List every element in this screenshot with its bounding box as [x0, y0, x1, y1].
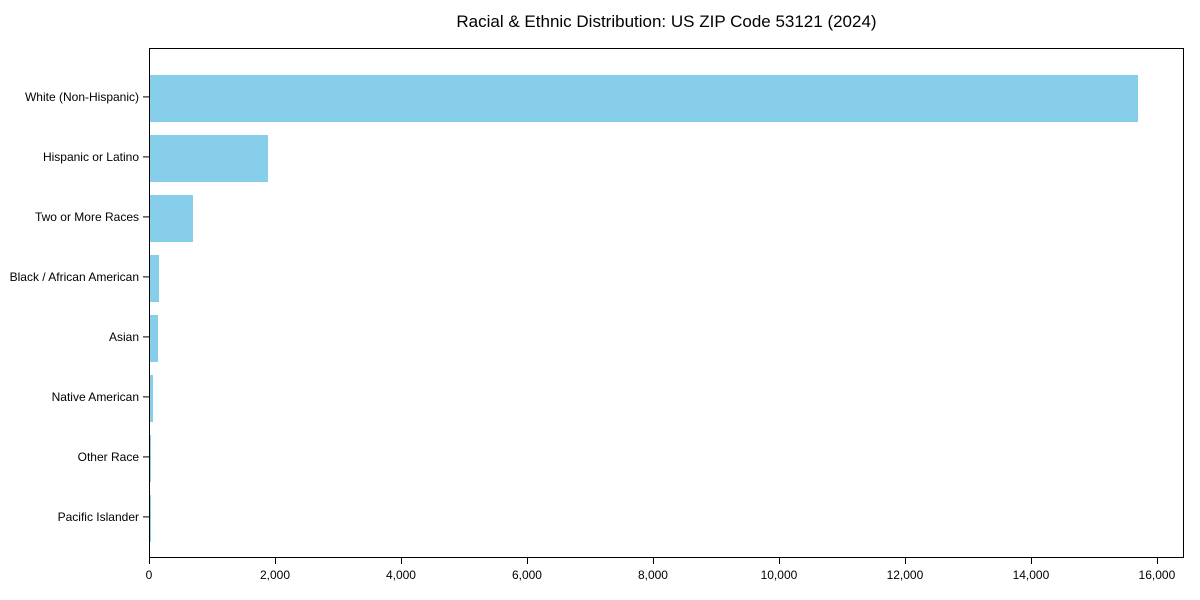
x-tick-label: 4,000 [385, 568, 416, 582]
x-tick-mark [1156, 558, 1159, 564]
bar-black-african-american [150, 254, 160, 302]
y-tick-mark [143, 96, 149, 98]
x-tick-mark [1030, 558, 1033, 564]
bar-two-or-more-races [150, 194, 193, 242]
bar-hispanic-or-latino [150, 134, 268, 182]
x-tick-label: 12,000 [886, 568, 924, 582]
y-tick-mark [143, 276, 149, 278]
x-tick-mark [400, 558, 403, 564]
y-tick-label: Pacific Islander [57, 510, 139, 524]
x-tick-label: 2,000 [259, 568, 290, 582]
x-tick-mark [904, 558, 907, 564]
chart-title: Racial & Ethnic Distribution: US ZIP Cod… [456, 12, 877, 31]
x-tick-mark [526, 558, 529, 564]
plot-area [149, 48, 1184, 558]
y-tick-mark [143, 336, 149, 338]
y-tick-label: White (Non-Hispanic) [24, 90, 139, 104]
bar-asian [150, 314, 159, 362]
y-tick-label: Asian [108, 330, 139, 344]
bar-other-race [150, 434, 151, 482]
x-tick-label: 10,000 [760, 568, 798, 582]
x-tick-mark [652, 558, 655, 564]
x-tick-label: 8,000 [637, 568, 668, 582]
x-tick-mark [778, 558, 781, 564]
x-tick-mark [274, 558, 277, 564]
y-tick-label: Hispanic or Latino [42, 150, 139, 164]
y-tick-mark [143, 396, 149, 398]
y-tick-label: Native American [51, 390, 139, 404]
x-tick-mark [149, 558, 151, 564]
y-tick-label: Two or More Races [34, 210, 139, 224]
x-tick-label: 0 [145, 568, 153, 582]
x-tick-label: 14,000 [1012, 568, 1050, 582]
x-tick-label: 16,000 [1138, 568, 1176, 582]
y-tick-mark [143, 216, 149, 218]
y-tick-label: Black / African American [9, 270, 139, 284]
y-tick-mark [143, 456, 149, 458]
bar-white-non-hispanic [150, 74, 1138, 122]
y-tick-mark [143, 156, 149, 158]
y-tick-mark [143, 516, 149, 518]
x-tick-label: 6,000 [511, 568, 542, 582]
bar-native-american [150, 374, 154, 422]
y-tick-label: Other Race [77, 450, 139, 464]
